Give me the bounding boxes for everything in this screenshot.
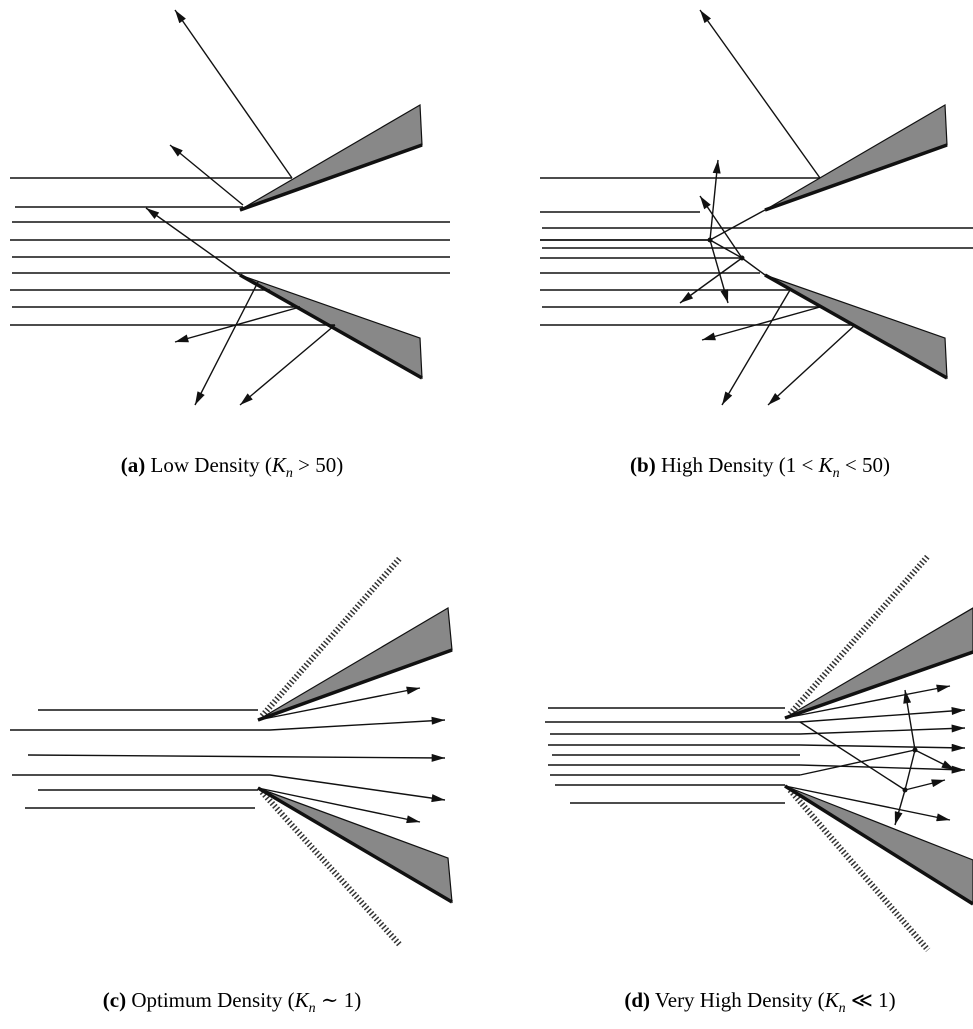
caption-rest: > 50) bbox=[293, 453, 343, 477]
caption: (c) Optimum Density (Kn ∼ 1) bbox=[103, 988, 362, 1016]
caption-label: (c) bbox=[103, 988, 126, 1012]
caption-var: K bbox=[818, 453, 834, 477]
panel-a bbox=[10, 10, 450, 405]
diagram: (a) Low Density (Kn > 50) (b) High Densi… bbox=[0, 0, 973, 1029]
caption-sub: n bbox=[839, 1001, 846, 1016]
caption-label: (b) bbox=[630, 453, 656, 477]
caption: (b) High Density (1 < Kn < 50) bbox=[630, 453, 890, 481]
caption-label: (d) bbox=[624, 988, 650, 1012]
caption: (a) Low Density (Kn > 50) bbox=[121, 453, 343, 481]
caption-text: Optimum Density ( bbox=[131, 988, 294, 1012]
caption-var: K bbox=[271, 453, 287, 477]
panel-d bbox=[545, 556, 973, 950]
caption-var: K bbox=[294, 988, 310, 1012]
caption-text: Low Density ( bbox=[151, 453, 272, 477]
caption-var: K bbox=[824, 988, 840, 1012]
panel-c bbox=[10, 558, 452, 945]
caption-sub: n bbox=[833, 466, 840, 481]
caption-label: (a) bbox=[121, 453, 146, 477]
panel-b bbox=[540, 10, 973, 405]
caption-rest: ≪ 1) bbox=[846, 988, 896, 1012]
caption-sub: n bbox=[286, 466, 293, 481]
caption: (d) Very High Density (Kn ≪ 1) bbox=[624, 988, 895, 1016]
caption-rest: ∼ 1) bbox=[316, 988, 362, 1012]
caption-rest: < 50) bbox=[840, 453, 890, 477]
caption-sub: n bbox=[309, 1001, 316, 1016]
caption-text: High Density (1 < bbox=[661, 453, 819, 477]
caption-text: Very High Density ( bbox=[655, 988, 825, 1012]
